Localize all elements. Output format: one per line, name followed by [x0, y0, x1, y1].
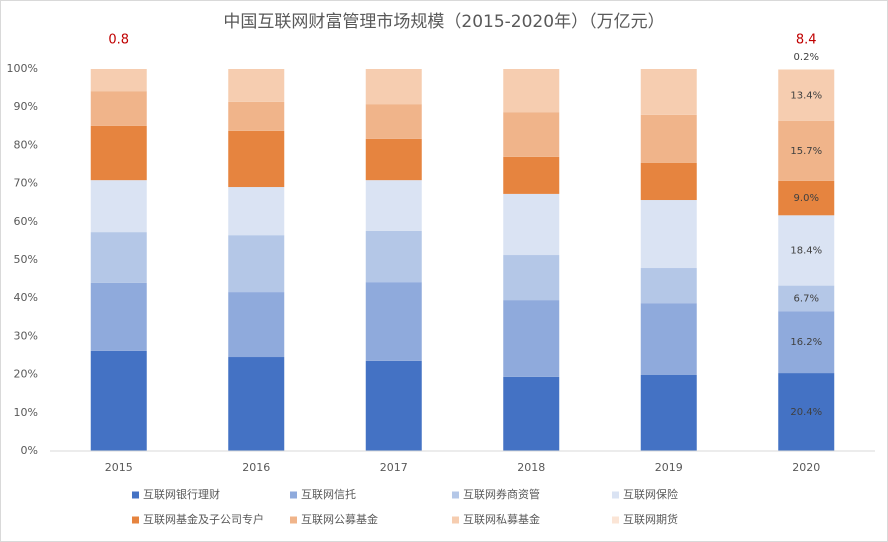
bar-segment: [503, 376, 560, 451]
bar-segment: [503, 156, 560, 194]
bar-segment: [778, 180, 835, 216]
bar-segment: [778, 311, 835, 374]
bar-segment: [778, 373, 835, 451]
bar-segment: [365, 180, 422, 231]
legend-label: 互联网公募基金: [301, 512, 378, 526]
bar-segment: [90, 91, 147, 126]
bar-segment: [640, 374, 697, 451]
bar-segment: [503, 112, 560, 157]
bar-segment: [90, 232, 147, 283]
bar-segment: [365, 230, 422, 283]
bar-segment: [90, 69, 147, 92]
legend-swatch: [612, 516, 619, 524]
bar-segment: [778, 69, 835, 121]
y-tick-label: 10%: [14, 406, 38, 419]
legend-swatch: [132, 516, 139, 524]
bar-segment: [640, 303, 697, 375]
data-label: 18.4%: [790, 245, 822, 256]
y-tick-label: 50%: [14, 253, 38, 266]
bar-segment: [640, 69, 697, 115]
data-label: 6.7%: [794, 293, 819, 304]
legend-label: 互联网私募基金: [463, 512, 540, 526]
legend-label: 互联网银行理财: [143, 487, 220, 501]
bar-segment: [228, 292, 285, 358]
y-tick-label: 90%: [14, 100, 38, 113]
legend-label: 互联网信托: [301, 487, 356, 501]
bar-segment: [640, 268, 697, 304]
legend-label: 互联网券商资管: [463, 487, 540, 501]
bar-segment: [228, 187, 285, 236]
legend-label: 互联网保险: [623, 487, 678, 501]
bar-segment: [228, 69, 285, 102]
total-label: 8.4: [796, 33, 817, 48]
x-tick-label: 2015: [105, 461, 133, 474]
bar-segment: [640, 114, 697, 163]
y-tick-label: 30%: [14, 329, 38, 342]
total-label: 0.8: [108, 33, 129, 48]
legend-label: 互联网基金及子公司专户: [143, 512, 264, 526]
bar-segment: [365, 69, 422, 105]
bar-segment: [365, 104, 422, 139]
bar-segment: [228, 357, 285, 451]
y-tick-label: 20%: [14, 368, 38, 381]
data-label: 15.7%: [790, 146, 822, 157]
y-tick-label: 80%: [14, 138, 38, 151]
data-label: 9.0%: [794, 193, 819, 204]
bar-segment: [90, 350, 147, 451]
bar-segment: [365, 138, 422, 181]
y-tick-label: 40%: [14, 291, 38, 304]
legend-swatch: [290, 491, 297, 499]
bar-segment: [640, 200, 697, 269]
y-tick-label: 70%: [14, 177, 38, 190]
data-label: 13.4%: [790, 90, 822, 101]
x-tick-label: 2016: [242, 461, 270, 474]
legend-swatch: [612, 491, 619, 499]
y-tick-label: 100%: [7, 62, 38, 75]
bar-segment: [778, 69, 835, 70]
bar-segment: [90, 125, 147, 181]
data-label: 20.4%: [790, 407, 822, 418]
chart-title: 中国互联网财富管理市场规模（2015-2020年）（万亿元）: [223, 12, 664, 32]
x-tick-label: 2019: [655, 461, 683, 474]
legend-label: 互联网期货: [623, 512, 678, 526]
bar-segment: [228, 235, 285, 293]
data-label: 16.2%: [790, 337, 822, 348]
bar-segment: [778, 120, 835, 181]
bar-segment: [503, 255, 560, 301]
x-tick-label: 2018: [517, 461, 545, 474]
data-label: 0.2%: [794, 52, 819, 63]
bar-segment: [503, 300, 560, 377]
x-tick-label: 2017: [380, 461, 408, 474]
y-tick-label: 60%: [14, 215, 38, 228]
legend-swatch: [132, 491, 139, 499]
legend-swatch: [452, 516, 459, 524]
bar-segment: [228, 101, 285, 131]
bar-segment: [503, 193, 560, 256]
bar-segment: [228, 130, 285, 188]
bar-segment: [365, 282, 422, 361]
bar-segment: [90, 180, 147, 233]
y-tick-label: 0%: [21, 444, 38, 457]
bar-segment: [503, 69, 560, 113]
bar-segment: [778, 215, 835, 286]
bar-segment: [365, 360, 422, 451]
x-tick-label: 2020: [792, 461, 820, 474]
bar-segment: [778, 285, 835, 312]
legend-swatch: [290, 516, 297, 524]
bar-segment: [90, 282, 147, 351]
legend-swatch: [452, 491, 459, 499]
bar-segment: [640, 162, 697, 201]
